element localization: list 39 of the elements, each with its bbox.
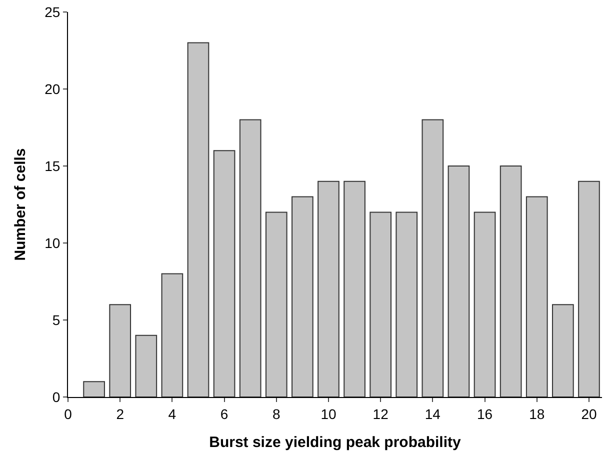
bar: [161, 273, 184, 397]
x-tick-label: 0: [64, 406, 72, 422]
y-tick-label: 5: [52, 312, 60, 328]
bar: [344, 180, 366, 397]
y-tick-label: 10: [44, 234, 60, 251]
bar: [474, 212, 496, 397]
bar: [448, 166, 470, 397]
y-axis-title: Number of cells: [12, 148, 29, 261]
bar: [552, 304, 574, 397]
bar: [318, 180, 340, 397]
bar: [396, 212, 418, 397]
bar: [109, 304, 132, 397]
x-tick-label: 20: [581, 406, 597, 422]
bar: [578, 180, 600, 397]
bar: [422, 119, 444, 397]
x-tick-label: 2: [116, 406, 124, 422]
bar: [83, 381, 105, 397]
bar: [292, 196, 314, 397]
y-tick-label: 25: [44, 4, 60, 20]
x-tick-label: 4: [168, 406, 176, 422]
x-tick-label: 12: [372, 406, 389, 422]
bar: [213, 150, 236, 397]
y-tick-label: 15: [44, 158, 60, 174]
x-tick-label: 8: [272, 406, 280, 422]
x-tick-label: 14: [424, 406, 441, 422]
bar: [526, 196, 548, 397]
y-tick-label: 0: [52, 388, 60, 405]
x-axis-title: Burst size yielding peak probability: [209, 434, 462, 451]
x-tick-label: 18: [529, 406, 545, 422]
bar: [500, 166, 522, 397]
bar: [239, 119, 262, 397]
bar: [370, 212, 392, 397]
x-tick-label: 16: [476, 406, 493, 422]
bar: [135, 334, 158, 397]
bar: [265, 212, 288, 397]
x-tick-label: 10: [320, 406, 336, 422]
bar: [187, 42, 210, 397]
y-tick-label: 20: [44, 80, 60, 97]
x-tick-label: 6: [220, 406, 228, 422]
